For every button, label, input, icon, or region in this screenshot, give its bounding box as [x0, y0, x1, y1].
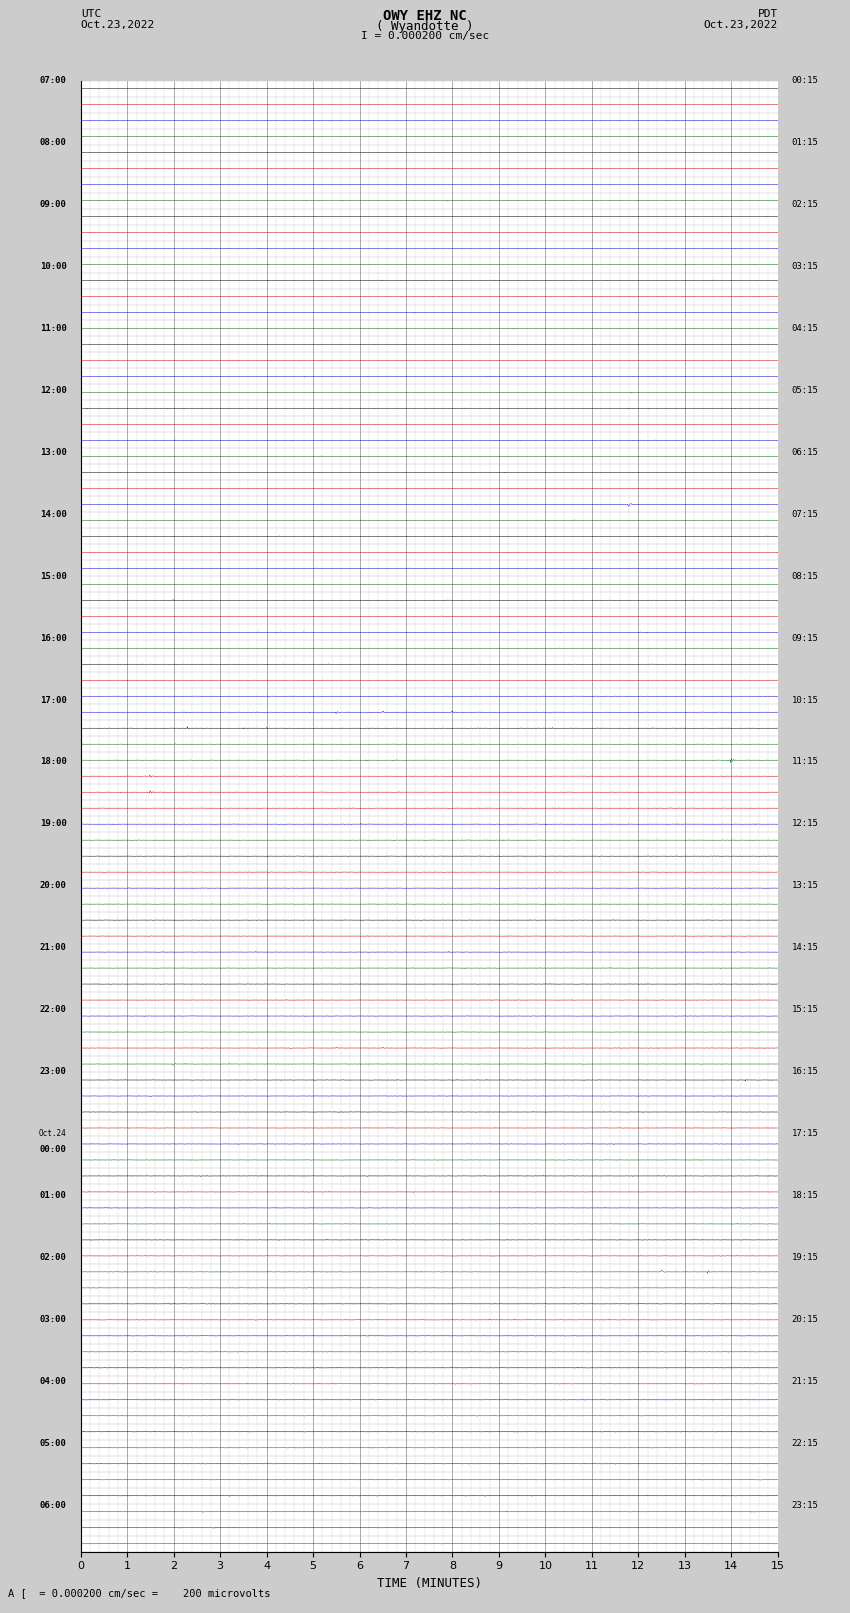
- Text: 20:00: 20:00: [40, 881, 67, 890]
- Text: 17:15: 17:15: [791, 1129, 819, 1139]
- Text: 22:15: 22:15: [791, 1439, 819, 1448]
- Text: 14:15: 14:15: [791, 944, 819, 952]
- Text: 11:00: 11:00: [40, 324, 67, 332]
- Text: 05:15: 05:15: [791, 386, 819, 395]
- Text: 02:00: 02:00: [40, 1253, 67, 1261]
- Text: ( Wyandotte ): ( Wyandotte ): [377, 19, 473, 34]
- Text: 03:00: 03:00: [40, 1315, 67, 1324]
- Text: 01:00: 01:00: [40, 1190, 67, 1200]
- Text: 08:00: 08:00: [40, 139, 67, 147]
- Text: OWY EHZ NC: OWY EHZ NC: [383, 10, 467, 23]
- Text: 21:00: 21:00: [40, 944, 67, 952]
- Text: 23:00: 23:00: [40, 1068, 67, 1076]
- Text: 12:00: 12:00: [40, 386, 67, 395]
- Text: 10:15: 10:15: [791, 695, 819, 705]
- Text: 13:15: 13:15: [791, 881, 819, 890]
- Text: Oct.24: Oct.24: [39, 1129, 67, 1139]
- Text: 17:00: 17:00: [40, 695, 67, 705]
- Text: 09:15: 09:15: [791, 634, 819, 642]
- Text: 11:15: 11:15: [791, 758, 819, 766]
- Text: 00:15: 00:15: [791, 76, 819, 85]
- Text: PDT: PDT: [757, 10, 778, 19]
- Text: 04:15: 04:15: [791, 324, 819, 332]
- Text: 12:15: 12:15: [791, 819, 819, 829]
- Text: 16:15: 16:15: [791, 1068, 819, 1076]
- Text: I = 0.000200 cm/sec: I = 0.000200 cm/sec: [361, 31, 489, 40]
- Text: 09:00: 09:00: [40, 200, 67, 210]
- Text: 21:15: 21:15: [791, 1378, 819, 1386]
- Text: 06:15: 06:15: [791, 448, 819, 456]
- Text: 07:00: 07:00: [40, 76, 67, 85]
- Text: 22:00: 22:00: [40, 1005, 67, 1015]
- Text: 01:15: 01:15: [791, 139, 819, 147]
- Text: 00:00: 00:00: [40, 1145, 67, 1153]
- Text: 04:00: 04:00: [40, 1378, 67, 1386]
- Text: Oct.23,2022: Oct.23,2022: [704, 19, 778, 31]
- Text: Oct.23,2022: Oct.23,2022: [81, 19, 155, 31]
- Text: 18:15: 18:15: [791, 1190, 819, 1200]
- Text: 13:00: 13:00: [40, 448, 67, 456]
- Text: 03:15: 03:15: [791, 261, 819, 271]
- Text: 19:00: 19:00: [40, 819, 67, 829]
- Text: 16:00: 16:00: [40, 634, 67, 642]
- Text: 23:15: 23:15: [791, 1500, 819, 1510]
- Text: 15:15: 15:15: [791, 1005, 819, 1015]
- Text: 08:15: 08:15: [791, 571, 819, 581]
- Text: 15:00: 15:00: [40, 571, 67, 581]
- Text: 06:00: 06:00: [40, 1500, 67, 1510]
- Text: A [  = 0.000200 cm/sec =    200 microvolts: A [ = 0.000200 cm/sec = 200 microvolts: [8, 1589, 271, 1598]
- Text: 02:15: 02:15: [791, 200, 819, 210]
- Text: 10:00: 10:00: [40, 261, 67, 271]
- Text: 18:00: 18:00: [40, 758, 67, 766]
- Text: 20:15: 20:15: [791, 1315, 819, 1324]
- X-axis label: TIME (MINUTES): TIME (MINUTES): [377, 1578, 482, 1590]
- Text: 05:00: 05:00: [40, 1439, 67, 1448]
- Text: 14:00: 14:00: [40, 510, 67, 519]
- Text: 19:15: 19:15: [791, 1253, 819, 1261]
- Text: 07:15: 07:15: [791, 510, 819, 519]
- Text: UTC: UTC: [81, 10, 101, 19]
